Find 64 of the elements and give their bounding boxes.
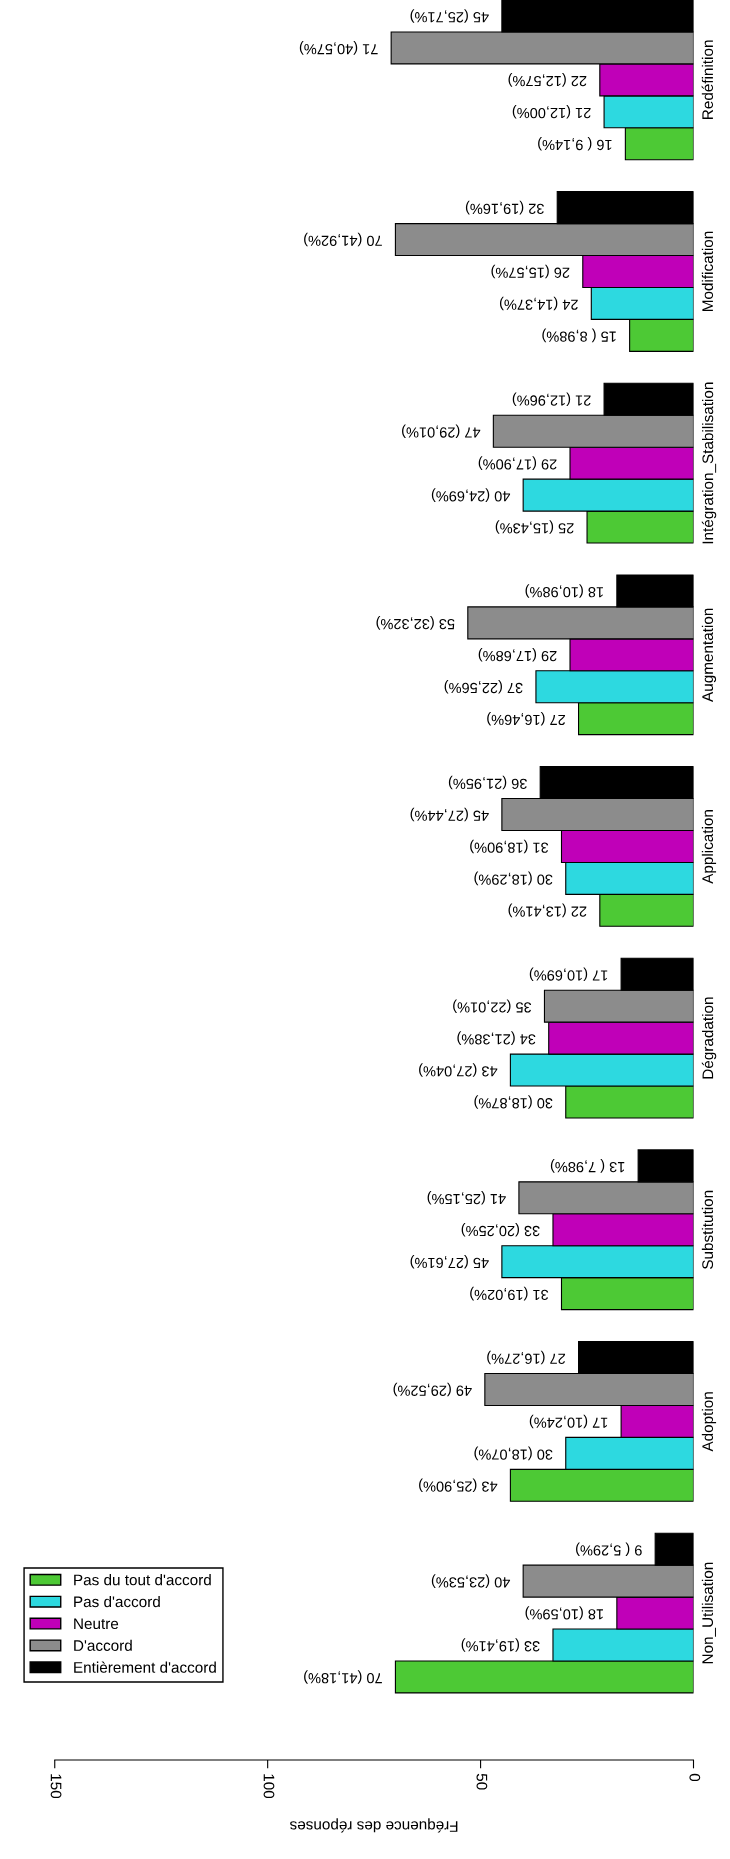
data-label: 29 (17,90%) bbox=[478, 456, 557, 470]
x-tick-label: 50 bbox=[476, 1773, 488, 1790]
data-label: 33 (19,41%) bbox=[461, 1638, 540, 1652]
data-label: 70 (41,92%) bbox=[304, 232, 382, 247]
data-label: 30 (18,87%) bbox=[474, 1095, 553, 1109]
data-label: 71 (40,57%) bbox=[299, 41, 378, 55]
y-tick-label: Dégradation bbox=[701, 997, 717, 1079]
data-label: 17 (10,69%) bbox=[529, 967, 608, 982]
data-label: 43 (27,04%) bbox=[419, 1063, 498, 1077]
data-label: 45 (27,44%) bbox=[410, 807, 489, 822]
y-tick-label: Application bbox=[701, 810, 717, 884]
data-label: 33 (20,25%) bbox=[461, 1222, 540, 1237]
x-tick-label: 100 bbox=[263, 1774, 275, 1799]
data-label: 22 (12,57%) bbox=[508, 73, 587, 87]
data-label: 15 ( 8,98%) bbox=[542, 328, 616, 343]
data-label: 36 (21,95%) bbox=[448, 775, 527, 790]
y-tick-label: Modification bbox=[701, 231, 714, 312]
y-tick-label: Non_Utilisation bbox=[701, 1562, 716, 1664]
data-label: 70 (41,18%) bbox=[304, 1670, 382, 1684]
data-label: 13 ( 7,98%) bbox=[550, 1159, 625, 1173]
data-label: 49 (29,52%) bbox=[393, 1382, 472, 1397]
data-label: 31 (19,02%) bbox=[470, 1286, 549, 1301]
data-label: 18 (10,59%) bbox=[525, 1606, 603, 1620]
y-tick-label: Redéfinition bbox=[701, 40, 714, 119]
legend-label: Neutre bbox=[74, 1618, 119, 1630]
y-tick-label: Augmentation bbox=[701, 608, 717, 702]
x-tick-label: 0 bbox=[689, 1773, 701, 1782]
data-label: 45 (25,71%) bbox=[410, 9, 489, 23]
data-label: 29 (17,68%) bbox=[478, 648, 557, 662]
data-label: 40 (23,53%) bbox=[431, 1574, 511, 1588]
x-axis-title: Fréquence des réponses bbox=[290, 1818, 458, 1833]
y-tick-label: Substitution bbox=[701, 1190, 714, 1269]
data-label: 25 (15,43%) bbox=[495, 520, 574, 534]
data-label: 24 (14,37%) bbox=[499, 296, 578, 311]
data-label: 27 (16,27%) bbox=[487, 1350, 566, 1365]
data-label: 31 (18,90%) bbox=[470, 839, 549, 854]
data-label: 21 (12,00%) bbox=[512, 105, 591, 119]
data-label: 18 (10,98%) bbox=[525, 584, 603, 598]
data-label: 35 (22,01%) bbox=[453, 999, 532, 1013]
legend-label: D'accord bbox=[74, 1639, 132, 1651]
data-label: 9 ( 5,29%) bbox=[576, 1542, 642, 1556]
data-label: 30 (18,29%) bbox=[474, 871, 553, 886]
data-label: 47 (29,01%) bbox=[402, 424, 481, 439]
data-label: 27 (16,46%) bbox=[487, 711, 566, 726]
data-label: 40 (24,69%) bbox=[431, 488, 511, 502]
data-label: 16 ( 9,14%) bbox=[538, 136, 612, 151]
data-label: 21 (12,96%) bbox=[512, 392, 591, 407]
y-tick-label: Intégration_Stabilisation bbox=[701, 382, 717, 544]
data-label: 30 (18,07%) bbox=[474, 1446, 553, 1461]
x-tick-label: 150 bbox=[50, 1774, 62, 1799]
y-tick-label: Adoption bbox=[701, 1392, 717, 1452]
data-label: 32 (19,16%) bbox=[465, 200, 544, 215]
data-label: 26 (15,57%) bbox=[491, 264, 570, 279]
data-label: 45 (27,61%) bbox=[410, 1254, 489, 1269]
data-label: 37 (22,56%) bbox=[444, 679, 523, 694]
legend-label: Entièrement d'accord bbox=[74, 1661, 216, 1673]
data-label: 17 (10,24%) bbox=[529, 1414, 608, 1429]
data-label: 22 (13,41%) bbox=[508, 903, 587, 918]
legend-label: Pas du tout d'accord bbox=[74, 1574, 211, 1586]
data-label: 41 (25,15%) bbox=[427, 1191, 506, 1205]
data-label: 34 (21,38%) bbox=[457, 1031, 536, 1045]
data-label: 43 (25,90%) bbox=[419, 1478, 498, 1493]
legend-label: Pas d'accord bbox=[74, 1595, 160, 1608]
data-label: 53 (32,32%) bbox=[376, 616, 455, 630]
